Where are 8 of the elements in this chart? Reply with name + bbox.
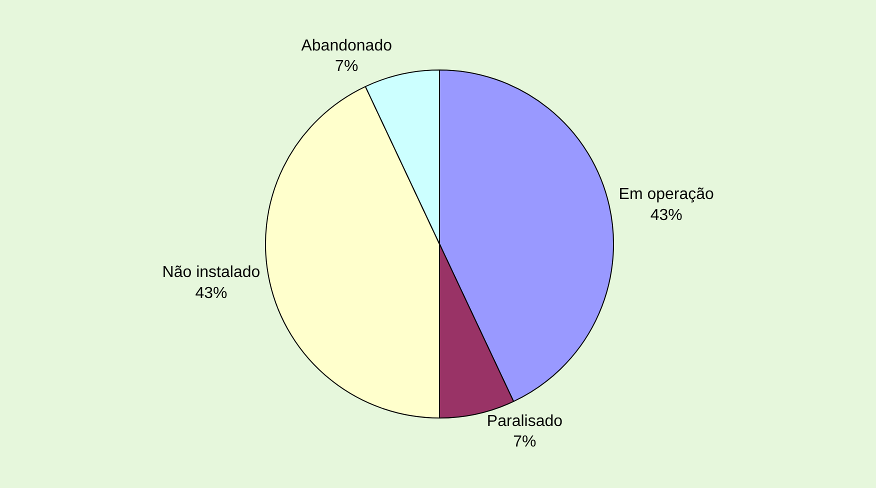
data-label: 43%	[650, 207, 682, 224]
data-label: 43%	[195, 284, 228, 302]
slice-label: Abandonado	[301, 37, 392, 54]
data-label: 7%	[335, 58, 358, 76]
slice-label: Paralisado	[486, 412, 563, 430]
slice-label: Em operação	[618, 186, 714, 204]
data-label: 7%	[513, 434, 536, 451]
slice-label: Não instalado	[162, 264, 260, 281]
